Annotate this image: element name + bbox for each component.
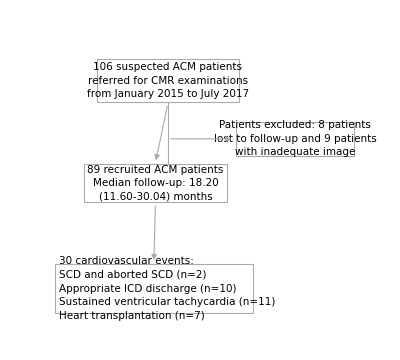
Text: 106 suspected ACM patients
referred for CMR examinations
from January 2015 to Ju: 106 suspected ACM patients referred for … <box>87 62 249 99</box>
Text: 30 cardiovascular events:
SCD and aborted SCD (n=2)
Appropriate ICD discharge (n: 30 cardiovascular events: SCD and aborte… <box>59 256 276 321</box>
Text: 89 recruited ACM patients
Median follow-up: 18.20
(11.60-30.04) months: 89 recruited ACM patients Median follow-… <box>87 165 224 202</box>
FancyBboxPatch shape <box>55 264 253 313</box>
FancyBboxPatch shape <box>236 122 354 156</box>
Text: Patients excluded: 8 patients
lost to follow-up and 9 patients
with inadequate i: Patients excluded: 8 patients lost to fo… <box>214 120 376 157</box>
FancyBboxPatch shape <box>84 165 227 202</box>
FancyBboxPatch shape <box>96 59 239 102</box>
